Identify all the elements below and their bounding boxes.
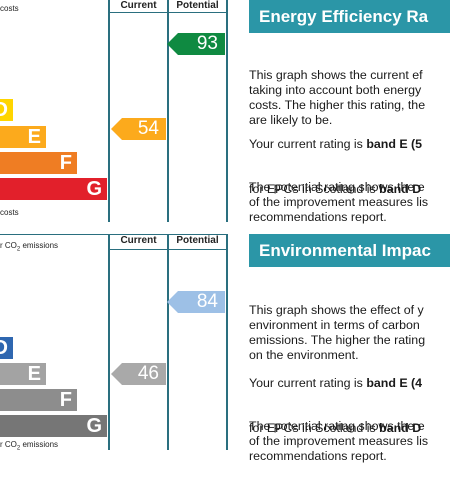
environmental-col-divider-1 — [108, 234, 110, 450]
energy-band-g: G — [0, 178, 107, 200]
energy-current-rating-arrow: 54 — [111, 118, 166, 140]
environmental-band-d: D — [0, 337, 13, 359]
energy-band-d: D — [0, 99, 13, 121]
environmental-current-header: Current — [120, 235, 157, 246]
energy-col-divider-1 — [108, 0, 110, 222]
environmental-band-e: E — [0, 363, 46, 385]
energy-col-divider-3 — [226, 0, 228, 222]
environmental-band-g: G — [0, 415, 107, 437]
environmental-potential-header: Potential — [176, 235, 219, 246]
energy-current-rating-text: Your current rating is band E (5 for EPC… — [249, 137, 423, 196]
environmental-top-label: r CO2 emissions — [0, 241, 59, 253]
energy-rating-chart: costs Current Potential D E F G 54 93 co… — [0, 0, 235, 222]
environmental-description: This graph shows the effect of y environm… — [249, 303, 426, 362]
environmental-band-f: F — [0, 389, 77, 411]
environmental-panel-title: Environmental Impac — [249, 234, 450, 267]
environmental-potential-rating-text: The potential rating shows the e of the i… — [249, 419, 429, 463]
energy-potential-header: Potential — [176, 0, 219, 11]
energy-top-label: costs — [0, 4, 19, 13]
energy-potential-rating-arrow: 93 — [167, 33, 225, 55]
energy-panel-title: Energy Efficiency Ra — [249, 0, 450, 33]
environmental-current-rating-arrow: 46 — [111, 363, 166, 385]
environmental-current-rating-text: Your current rating is band E (4 for EPC… — [249, 376, 423, 435]
energy-bottom-label: costs — [0, 208, 19, 217]
energy-band-e: E — [0, 126, 46, 148]
environmental-rating-chart: r CO2 emissions Current Potential D E F … — [0, 234, 235, 452]
environmental-bottom-label: r CO2 emissions — [0, 440, 59, 452]
environmental-col-divider-2 — [167, 234, 169, 450]
energy-current-header: Current — [120, 0, 157, 11]
environmental-potential-rating-arrow: 84 — [167, 291, 225, 313]
energy-description: This graph shows the current ef taking in… — [249, 68, 426, 127]
energy-col-divider-2 — [167, 0, 169, 222]
environmental-col-divider-3 — [226, 234, 228, 450]
energy-potential-rating-text: The potential rating shows the e of the i… — [249, 180, 429, 224]
environmental-top-rule — [0, 234, 228, 235]
energy-band-f: F — [0, 152, 77, 174]
